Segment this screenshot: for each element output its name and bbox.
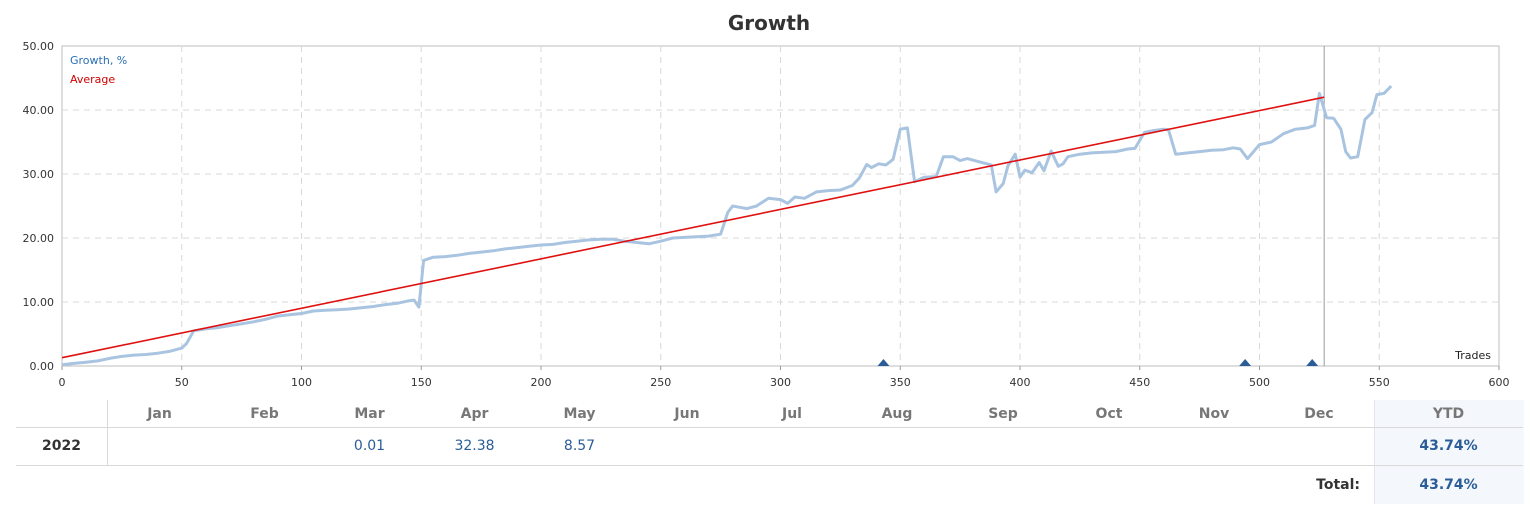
trade-marker [1239,359,1252,366]
value-mar[interactable]: 0.01 [353,438,386,454]
x-tick-label: 100 [291,376,312,389]
y-tick-label: 10.00 [23,296,55,309]
x-tick-label: 150 [411,376,432,389]
year-column-divider [107,400,108,465]
trade-marker [877,359,890,366]
growth-chart: Growth 0 50 100 150 200 250 300 350 400 450 500 550 6… [23,11,1510,389]
x-tick-label: 400 [1010,376,1031,389]
month-header-jun: Jun [674,405,700,422]
value-oct [1054,427,1164,465]
value-aug [842,427,952,465]
month-header-aug: Aug [881,405,913,422]
average-line [61,96,1325,359]
year-label: 2022 [42,438,81,454]
x-tick-label: 50 [175,376,189,389]
monthly-growth-table: Jan Feb Mar Apr May Jun Jul Aug Sep Oct … [16,400,1524,504]
value-jun [632,427,742,465]
total-label: Total: [1316,476,1360,493]
x-tick-label: 250 [650,376,671,389]
month-header-oct: Oct [1095,405,1123,422]
value-sep [952,427,1054,465]
month-header-nov: Nov [1198,405,1230,422]
value-nov [1164,427,1264,465]
value-dec [1264,427,1374,465]
month-header-jan: Jan [147,405,172,422]
month-header-mar: Mar [354,405,385,422]
table-header-row: Jan Feb Mar Apr May Jun Jul Aug Sep Oct … [16,400,1523,428]
y-tick-label: 50.00 [23,40,55,53]
table-row: 2022 0.01 32.38 8.57 43.74% [16,427,1523,466]
x-tick-label: 200 [531,376,552,389]
x-tick-label: 450 [1129,376,1150,389]
month-header-feb: Feb [250,405,279,422]
y-tick-label: 40.00 [23,104,55,117]
month-header-dec: Dec [1304,405,1334,422]
growth-chart-svg: Growth 0 50 100 150 200 250 300 350 400 450 500 550 6… [23,11,1510,389]
ytd-column [1374,400,1524,504]
value-feb [212,427,317,465]
total-value: 43.74% [1419,476,1478,493]
value-jul [742,427,842,465]
ytd-header: YTD [1432,405,1465,422]
value-jan [107,427,212,465]
x-tick-label: 550 [1369,376,1390,389]
x-tick-label: 300 [770,376,791,389]
total-row: Total: 43.74% [16,465,1523,504]
legend-average-label: Average [70,73,115,86]
chart-title: Growth [728,11,810,35]
month-header-jul: Jul [782,405,802,422]
value-apr[interactable]: 32.38 [454,438,495,454]
month-header-may: May [563,405,596,422]
month-header-apr: Apr [460,405,489,422]
trade-marker [1306,359,1319,366]
value-may[interactable]: 8.57 [563,438,596,454]
ytd-value: 43.74% [1419,438,1478,454]
x-axis-label: Trades [1454,349,1491,362]
y-tick-label: 0.00 [30,360,55,373]
x-tick-label: 600 [1489,376,1510,389]
legend-growth-label: Growth, % [70,54,127,67]
x-tick-label: 500 [1249,376,1270,389]
y-tick-label: 20.00 [23,232,55,245]
month-header-sep: Sep [988,405,1018,422]
x-tick-label: 350 [890,376,911,389]
growth-line [61,85,1393,367]
x-tick-label: 0 [59,376,66,389]
y-tick-label: 30.00 [23,168,55,181]
